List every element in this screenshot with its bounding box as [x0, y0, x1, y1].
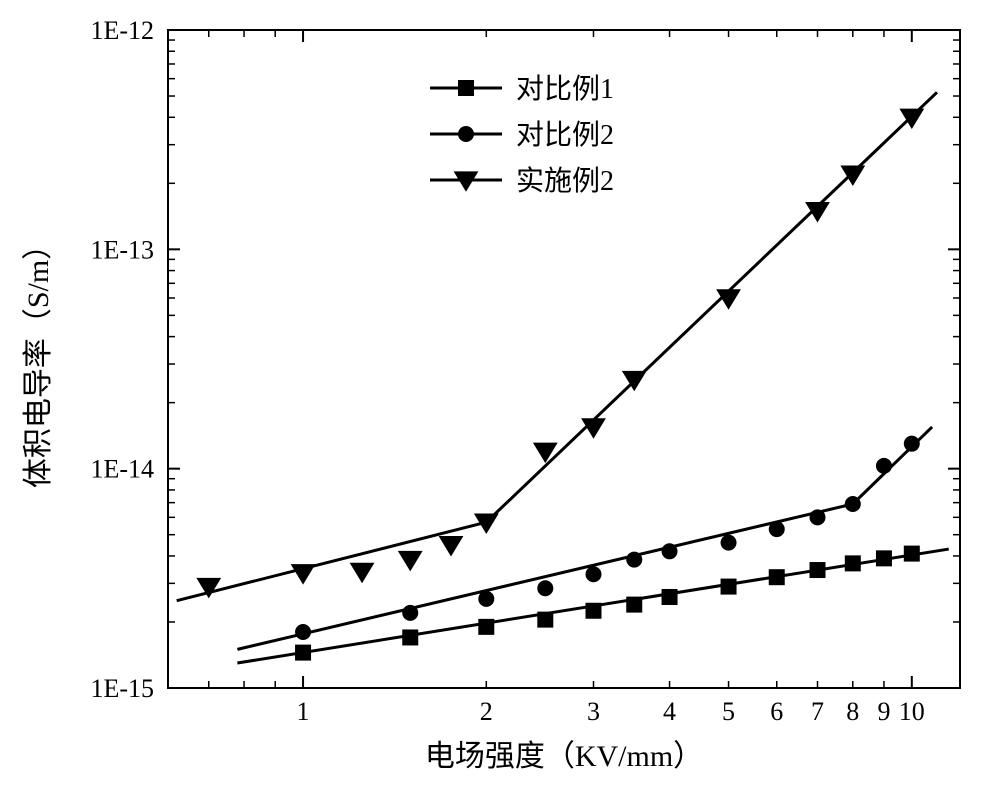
- y-tick-label: 1E-14: [90, 455, 154, 484]
- marker-circle: [721, 535, 737, 551]
- marker-square: [458, 80, 474, 96]
- y-tick-label: 1E-13: [90, 235, 154, 264]
- marker-square: [478, 619, 494, 635]
- marker-circle: [845, 496, 861, 512]
- legend-label: 实施例2: [516, 165, 614, 197]
- x-tick-label: 5: [722, 697, 735, 726]
- marker-square: [769, 569, 785, 585]
- marker-triangle-down: [454, 171, 479, 191]
- marker-square: [585, 603, 601, 619]
- marker-circle: [662, 543, 678, 559]
- series-fit-line: [486, 92, 937, 522]
- marker-square: [904, 546, 920, 562]
- x-tick-label: 7: [811, 697, 824, 726]
- y-tick-label: 1E-15: [90, 674, 154, 703]
- series-fit-line: [853, 427, 932, 504]
- marker-circle: [626, 552, 642, 568]
- marker-circle: [295, 624, 311, 640]
- chart-container: 1 10 2 3 4 5 6789 1E-15 1E-14 1E-13 1E-12 电场强度（KV/m…: [0, 0, 1000, 790]
- marker-square: [537, 612, 553, 628]
- y-tick-label: 1E-12: [90, 16, 154, 45]
- marker-square: [845, 555, 861, 571]
- marker-circle: [904, 436, 920, 452]
- x-tick-label: 9: [877, 697, 890, 726]
- marker-triangle-down: [805, 202, 830, 222]
- x-tick-label: 1: [297, 697, 310, 726]
- marker-circle: [458, 126, 474, 142]
- marker-circle: [810, 509, 826, 525]
- legend-label: 对比例1: [516, 73, 614, 105]
- marker-square: [876, 550, 892, 566]
- y-axis-label: 体积电导率（S/m）: [22, 230, 55, 488]
- x-tick-label: 4: [663, 697, 676, 726]
- x-tick-label: 3: [587, 697, 600, 726]
- marker-square: [626, 597, 642, 613]
- marker-triangle-down: [398, 551, 423, 571]
- x-tick-label: 8: [846, 697, 859, 726]
- marker-square: [810, 562, 826, 578]
- marker-triangle-down: [291, 564, 316, 584]
- series-fit-line: [177, 522, 487, 601]
- marker-circle: [537, 580, 553, 596]
- marker-triangle-down: [533, 443, 558, 463]
- marker-square: [295, 645, 311, 661]
- marker-circle: [585, 566, 601, 582]
- x-tick-label: 10: [899, 697, 925, 726]
- x-axis-label: 电场强度（KV/mm）: [425, 740, 703, 773]
- marker-square: [721, 579, 737, 595]
- marker-circle: [876, 458, 892, 474]
- marker-circle: [402, 605, 418, 621]
- marker-circle: [478, 591, 494, 607]
- marker-square: [402, 629, 418, 645]
- legend-label: 对比例2: [516, 119, 614, 151]
- x-tick-label: 2: [480, 697, 493, 726]
- x-tick-label: 6: [770, 697, 783, 726]
- marker-circle: [769, 521, 785, 537]
- marker-square: [662, 589, 678, 605]
- marker-triangle-down: [439, 536, 464, 556]
- chart-svg: 1 10 2 3 4 5 6789 1E-15 1E-14 1E-13 1E-12 电场强度（KV/m…: [0, 0, 1000, 790]
- marker-triangle-down: [350, 563, 375, 583]
